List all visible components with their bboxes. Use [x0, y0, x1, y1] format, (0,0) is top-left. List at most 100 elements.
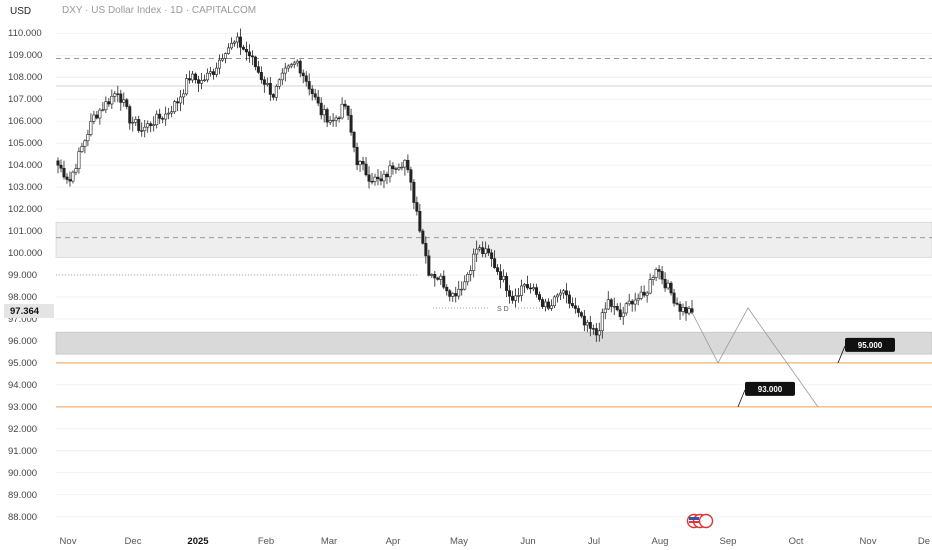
candle-body	[612, 306, 616, 308]
y-tick-label: 106.000	[8, 116, 42, 127]
candle-body	[334, 117, 338, 121]
x-tick-label: Feb	[258, 536, 274, 547]
candle-body	[439, 275, 443, 280]
x-tick-label: Mar	[321, 536, 337, 547]
candle-body	[289, 64, 293, 67]
candle-body	[549, 305, 553, 309]
candle-body	[523, 284, 527, 287]
candle-body	[481, 247, 485, 255]
candle-body	[173, 101, 177, 113]
x-tick-label: De	[918, 536, 930, 547]
candle-body	[630, 300, 634, 305]
candle-body	[62, 167, 66, 178]
candle-body	[170, 111, 174, 114]
candle-body	[546, 301, 550, 309]
y-tick-label: 99.000	[8, 270, 37, 281]
candle-body	[421, 230, 425, 244]
y-tick-label: 88.000	[8, 512, 37, 523]
candle-body	[657, 269, 661, 272]
candle-body	[540, 299, 544, 307]
y-tick-label: 92.000	[8, 424, 37, 435]
candle-body	[463, 281, 467, 290]
candle-body	[128, 106, 132, 124]
candle-body	[280, 72, 284, 81]
candle-body	[445, 286, 449, 292]
candle-body	[663, 278, 667, 289]
candle-body	[101, 109, 105, 111]
candle-body	[89, 121, 93, 135]
candle-body	[322, 109, 326, 116]
x-tick-label: Sep	[720, 536, 737, 547]
candle-body	[352, 131, 356, 148]
candle-body	[606, 299, 610, 310]
candle-body	[256, 66, 260, 73]
candle-body	[406, 159, 410, 170]
candle-body	[343, 103, 347, 107]
candle-body	[155, 113, 159, 126]
candle-body	[143, 126, 147, 132]
candle-body	[149, 123, 153, 127]
candle-body	[472, 253, 476, 271]
candle-body	[400, 166, 404, 169]
candle-body	[122, 99, 126, 103]
event-flag-icon[interactable]	[698, 513, 714, 529]
candle-body	[250, 55, 254, 58]
candle-body	[77, 151, 81, 169]
target-pointer	[837, 345, 846, 364]
y-tick-label: 101.000	[8, 226, 42, 237]
candle-body	[582, 315, 586, 326]
chart-title: DXY · US Dollar Index · 1D · CAPITALCOM	[62, 5, 257, 16]
candle-body	[331, 119, 335, 122]
candle-body	[152, 124, 156, 127]
candle-body	[651, 277, 655, 280]
y-tick-label: 89.000	[8, 490, 37, 501]
candle-body	[648, 279, 652, 294]
candle-body	[487, 248, 491, 254]
candle-body	[499, 271, 503, 280]
target-label-bg	[745, 381, 795, 396]
y-tick-label: 90.000	[8, 468, 37, 479]
candle-body	[188, 78, 192, 81]
candle-body	[627, 300, 631, 305]
candle-body	[660, 271, 664, 280]
y-tick-label: 96.000	[8, 336, 37, 347]
candle-body	[203, 79, 207, 81]
candle-body	[220, 58, 224, 61]
candle-body	[271, 94, 275, 98]
candle-body	[119, 93, 123, 103]
candle-body	[253, 56, 257, 68]
candle-body	[442, 275, 446, 288]
candle-body	[633, 299, 637, 305]
candle-body	[167, 112, 171, 115]
candle-body	[298, 60, 302, 74]
candle-body	[621, 312, 625, 318]
candle-body	[475, 248, 479, 255]
y-tick-label: 104.000	[8, 160, 42, 171]
candle-body	[669, 282, 673, 294]
candle-body	[71, 171, 75, 182]
x-tick-label: Nov	[60, 536, 77, 547]
lower-zone	[55, 331, 932, 355]
candle-body	[552, 296, 556, 307]
candle-body	[469, 270, 473, 275]
candle-body	[645, 292, 649, 296]
candle-body	[292, 62, 296, 65]
candle-body	[200, 80, 204, 84]
candle-body	[591, 328, 595, 330]
candle-body	[666, 282, 670, 289]
candle-body	[146, 123, 150, 128]
candle-body	[238, 36, 242, 48]
y-tick-label: 110.000	[8, 28, 42, 39]
candle-body	[110, 95, 114, 105]
candle-body	[642, 291, 646, 296]
candle-body	[424, 243, 428, 257]
candle-body	[460, 288, 464, 291]
candle-body	[349, 115, 353, 133]
y-tick-label: 97.000	[8, 314, 37, 325]
candle-body	[493, 258, 497, 268]
candle-body	[185, 78, 189, 95]
x-tick-label: Apr	[386, 536, 401, 547]
candle-body	[355, 146, 359, 166]
candle-body	[412, 181, 416, 203]
